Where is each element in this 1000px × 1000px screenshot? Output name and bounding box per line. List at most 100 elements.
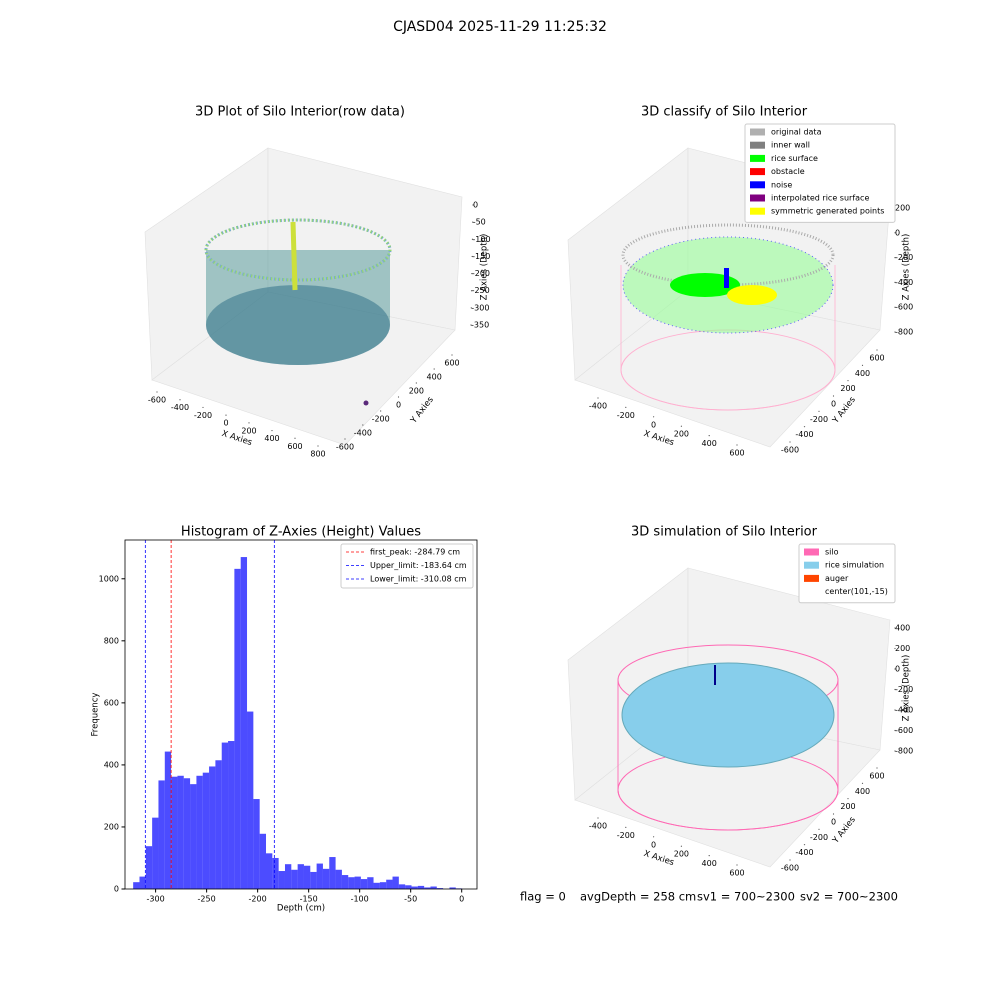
legend-label: interpolated rice surface: [771, 194, 869, 203]
title: 3D Plot of Silo Interior(row data): [195, 105, 405, 120]
bar: [139, 876, 146, 889]
y-tick-label: -600: [781, 864, 799, 873]
y-tick-label: -400: [354, 429, 372, 438]
x-tick-label: -200: [249, 895, 267, 904]
bar: [266, 853, 273, 889]
x-tick: [202, 406, 204, 409]
z-tick-label: -250: [472, 286, 490, 295]
z-tick: [894, 257, 896, 259]
y-tick: [818, 828, 820, 830]
z-tick-label: -200: [895, 253, 913, 262]
x-tick: [653, 836, 655, 838]
y-tick-label: 0: [831, 818, 836, 827]
y-tick: [344, 438, 346, 440]
legend-label: Upper_limit: -183.64 cm: [370, 561, 467, 570]
bar: [278, 871, 285, 889]
legend-label: obstacle: [771, 167, 805, 176]
legend-box: [340, 543, 474, 589]
x-tick: [225, 414, 227, 416]
bar: [272, 857, 279, 889]
x-tick-label: 200: [241, 426, 256, 435]
x-tick-label: 800: [310, 450, 325, 459]
x-tick: [248, 422, 250, 424]
z-tick-label: -200: [472, 269, 490, 278]
bar: [190, 784, 197, 889]
bar: [386, 879, 393, 889]
x-tick-label: -400: [589, 822, 607, 831]
y-tick: [415, 382, 417, 384]
bar: [335, 869, 342, 889]
x-axis-label: X Axies: [642, 429, 675, 448]
bar: [430, 886, 437, 889]
y-tick: [847, 798, 849, 800]
bar: [424, 887, 431, 889]
y-axis-label: Y Axies: [408, 395, 436, 427]
y-tick-label: 200: [840, 802, 855, 811]
bar: [436, 888, 444, 889]
y-tick-label: 400: [855, 787, 870, 796]
z-tick-label: -400: [895, 278, 913, 287]
z-tick: [470, 324, 472, 326]
y-tick: [433, 368, 435, 370]
bar: [221, 742, 229, 889]
bar: [348, 877, 355, 889]
legend-swatch: [750, 207, 765, 215]
y-tick: [803, 426, 806, 428]
y-tick: [451, 354, 453, 356]
y-tick-label: 400: [104, 760, 119, 769]
legend-box: [744, 123, 896, 223]
x-tick-label: -200: [617, 411, 635, 420]
bar: [341, 875, 349, 889]
legend-swatch: [804, 588, 819, 596]
y-tick: [876, 767, 878, 769]
y-tick: [818, 410, 820, 412]
x-tick: [708, 435, 710, 437]
z-tick-label: -800: [895, 328, 913, 337]
bar: [373, 882, 380, 889]
y-tick: [789, 859, 791, 861]
bar: [411, 886, 418, 889]
bar: [392, 876, 399, 889]
bar: [329, 857, 336, 889]
x-tick: [156, 391, 158, 393]
y-tick-label: 600: [869, 354, 884, 363]
bar: [303, 865, 311, 889]
z-tick-label: -150: [472, 252, 490, 261]
x-tick: [625, 406, 627, 408]
footer-flag: flag = 0: [520, 890, 566, 904]
y-axis-label: Frequency: [91, 693, 101, 737]
bar: [291, 869, 298, 889]
bar: [247, 711, 254, 889]
bar: [417, 885, 425, 889]
z-tick: [894, 306, 896, 308]
z-tick-label: 0: [895, 665, 900, 674]
x-tick-label: 600: [729, 449, 744, 458]
x-tick-label: 0: [651, 840, 656, 849]
z-tick: [894, 750, 896, 752]
bar: [152, 817, 159, 889]
y-tick: [876, 349, 878, 351]
legend-label: noise: [771, 180, 792, 189]
z-tick-label: -300: [471, 303, 489, 312]
bar: [215, 760, 222, 889]
z-tick-label: -200: [895, 685, 913, 694]
bar: [398, 884, 406, 889]
x-tick: [294, 437, 296, 439]
x-tick-label: -250: [198, 895, 216, 904]
footer-depth: avgDepth = 258 cm: [580, 890, 696, 904]
legend-swatch: [750, 181, 765, 189]
y-tick-label: 600: [869, 772, 884, 781]
z-tick: [894, 668, 896, 670]
bar: [367, 877, 374, 889]
y-tick-label: 600: [444, 359, 459, 368]
y-tick: [861, 364, 864, 366]
x-tick-label: 0: [223, 419, 228, 428]
x-tick-label: -400: [589, 402, 607, 411]
z-axis-label: Z Axies (Depth): [902, 234, 912, 301]
y-tick: [847, 380, 849, 382]
z-tick: [894, 331, 896, 333]
bar: [297, 864, 304, 889]
bar: [234, 568, 241, 889]
y-tick: [789, 441, 791, 443]
y-tick-label: 400: [427, 373, 442, 382]
